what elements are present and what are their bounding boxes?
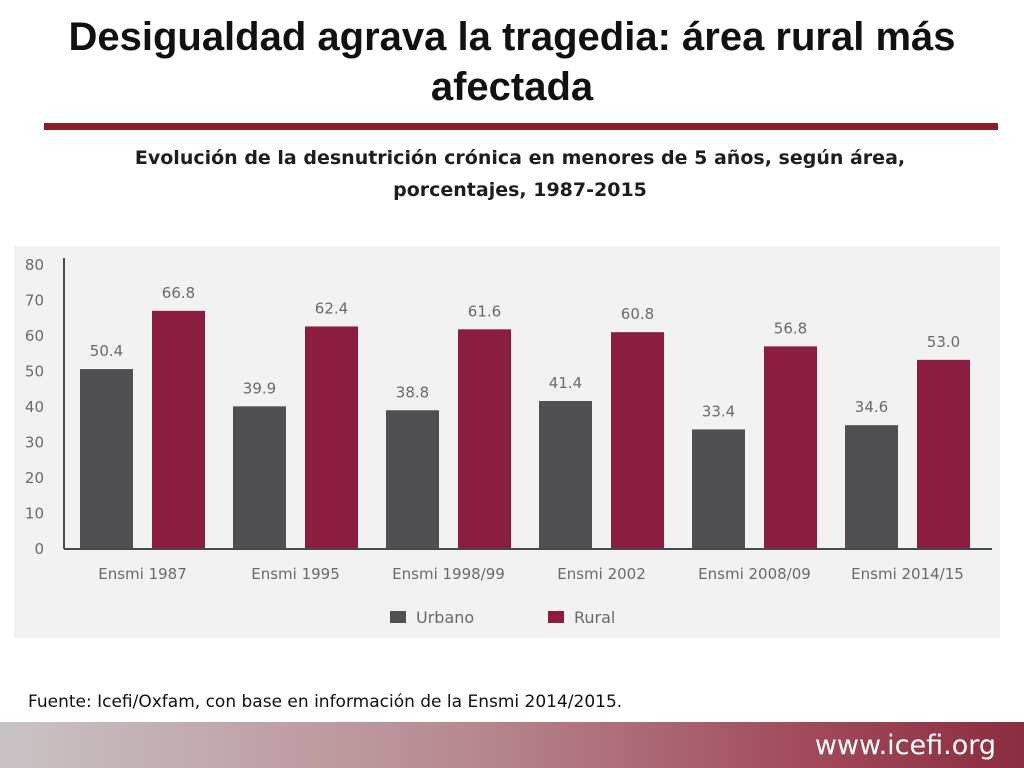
data-label: 50.4 — [90, 342, 123, 360]
data-label: 61.6 — [468, 302, 501, 320]
legend-swatch-urbano — [390, 611, 406, 623]
data-label: 39.9 — [243, 379, 276, 397]
y-tick-label: 40 — [25, 398, 44, 416]
y-tick-label: 80 — [25, 256, 44, 274]
y-tick-label: 50 — [25, 363, 44, 381]
y-tick-label: 60 — [25, 327, 44, 345]
bar-rural — [917, 359, 970, 548]
bar-rural — [305, 326, 358, 548]
footer-band: www.icefi.org — [0, 722, 1024, 768]
data-label: 53.0 — [927, 333, 960, 351]
y-tick-label: 30 — [25, 434, 44, 452]
bar-rural — [611, 332, 664, 548]
data-label: 66.8 — [162, 284, 195, 302]
bar-urbano — [233, 406, 286, 548]
x-tick-label: Ensmi 1987 — [98, 565, 187, 583]
bar-urbano — [539, 401, 592, 548]
x-tick-label: Ensmi 1995 — [251, 565, 340, 583]
y-tick-label: 20 — [25, 469, 44, 487]
chart-panel: 0 10 20 30 40 50 60 70 80 50.4 66.8 Ensmi 1987 39.9 6… — [14, 246, 1000, 638]
y-tick-label: 70 — [25, 292, 44, 310]
bar-rural — [458, 329, 511, 548]
y-tick-label: 0 — [34, 540, 44, 558]
bar-rural — [764, 346, 817, 548]
x-tick-label: Ensmi 1998/99 — [392, 565, 505, 583]
data-label: 60.8 — [621, 305, 654, 323]
legend-label: Rural — [574, 608, 615, 627]
legend-swatch-rural — [548, 611, 564, 623]
y-tick-label: 10 — [25, 505, 44, 523]
bar-urbano — [692, 429, 745, 548]
x-tick-label: Ensmi 2002 — [557, 565, 646, 583]
x-tick-label: Ensmi 2014/15 — [851, 565, 964, 583]
legend-label: Urbano — [416, 608, 474, 627]
source-note: Fuente: Icefi/Oxfam, con base en informa… — [28, 692, 623, 712]
bar-rural — [152, 310, 205, 548]
bar-urbano — [845, 425, 898, 548]
data-label: 34.6 — [855, 398, 888, 416]
slide-title: Desigualdad agrava la tragedia: área rur… — [68, 15, 956, 109]
title-divider — [44, 123, 998, 130]
chart-title: Evolución de la desnutrición crónica en … — [134, 147, 906, 201]
x-tick-label: Ensmi 2008/09 — [698, 565, 811, 583]
data-label: 41.4 — [549, 374, 582, 392]
bar-urbano — [80, 369, 133, 548]
bar-chart: 0 10 20 30 40 50 60 70 80 50.4 66.8 Ensmi 1987 39.9 6… — [25, 256, 992, 627]
data-label: 38.8 — [396, 383, 429, 401]
website-link[interactable]: www.icefi.org — [814, 730, 996, 761]
data-label: 33.4 — [702, 402, 735, 420]
bar-urbano — [386, 410, 439, 548]
data-label: 56.8 — [774, 319, 807, 337]
data-label: 62.4 — [315, 299, 348, 317]
